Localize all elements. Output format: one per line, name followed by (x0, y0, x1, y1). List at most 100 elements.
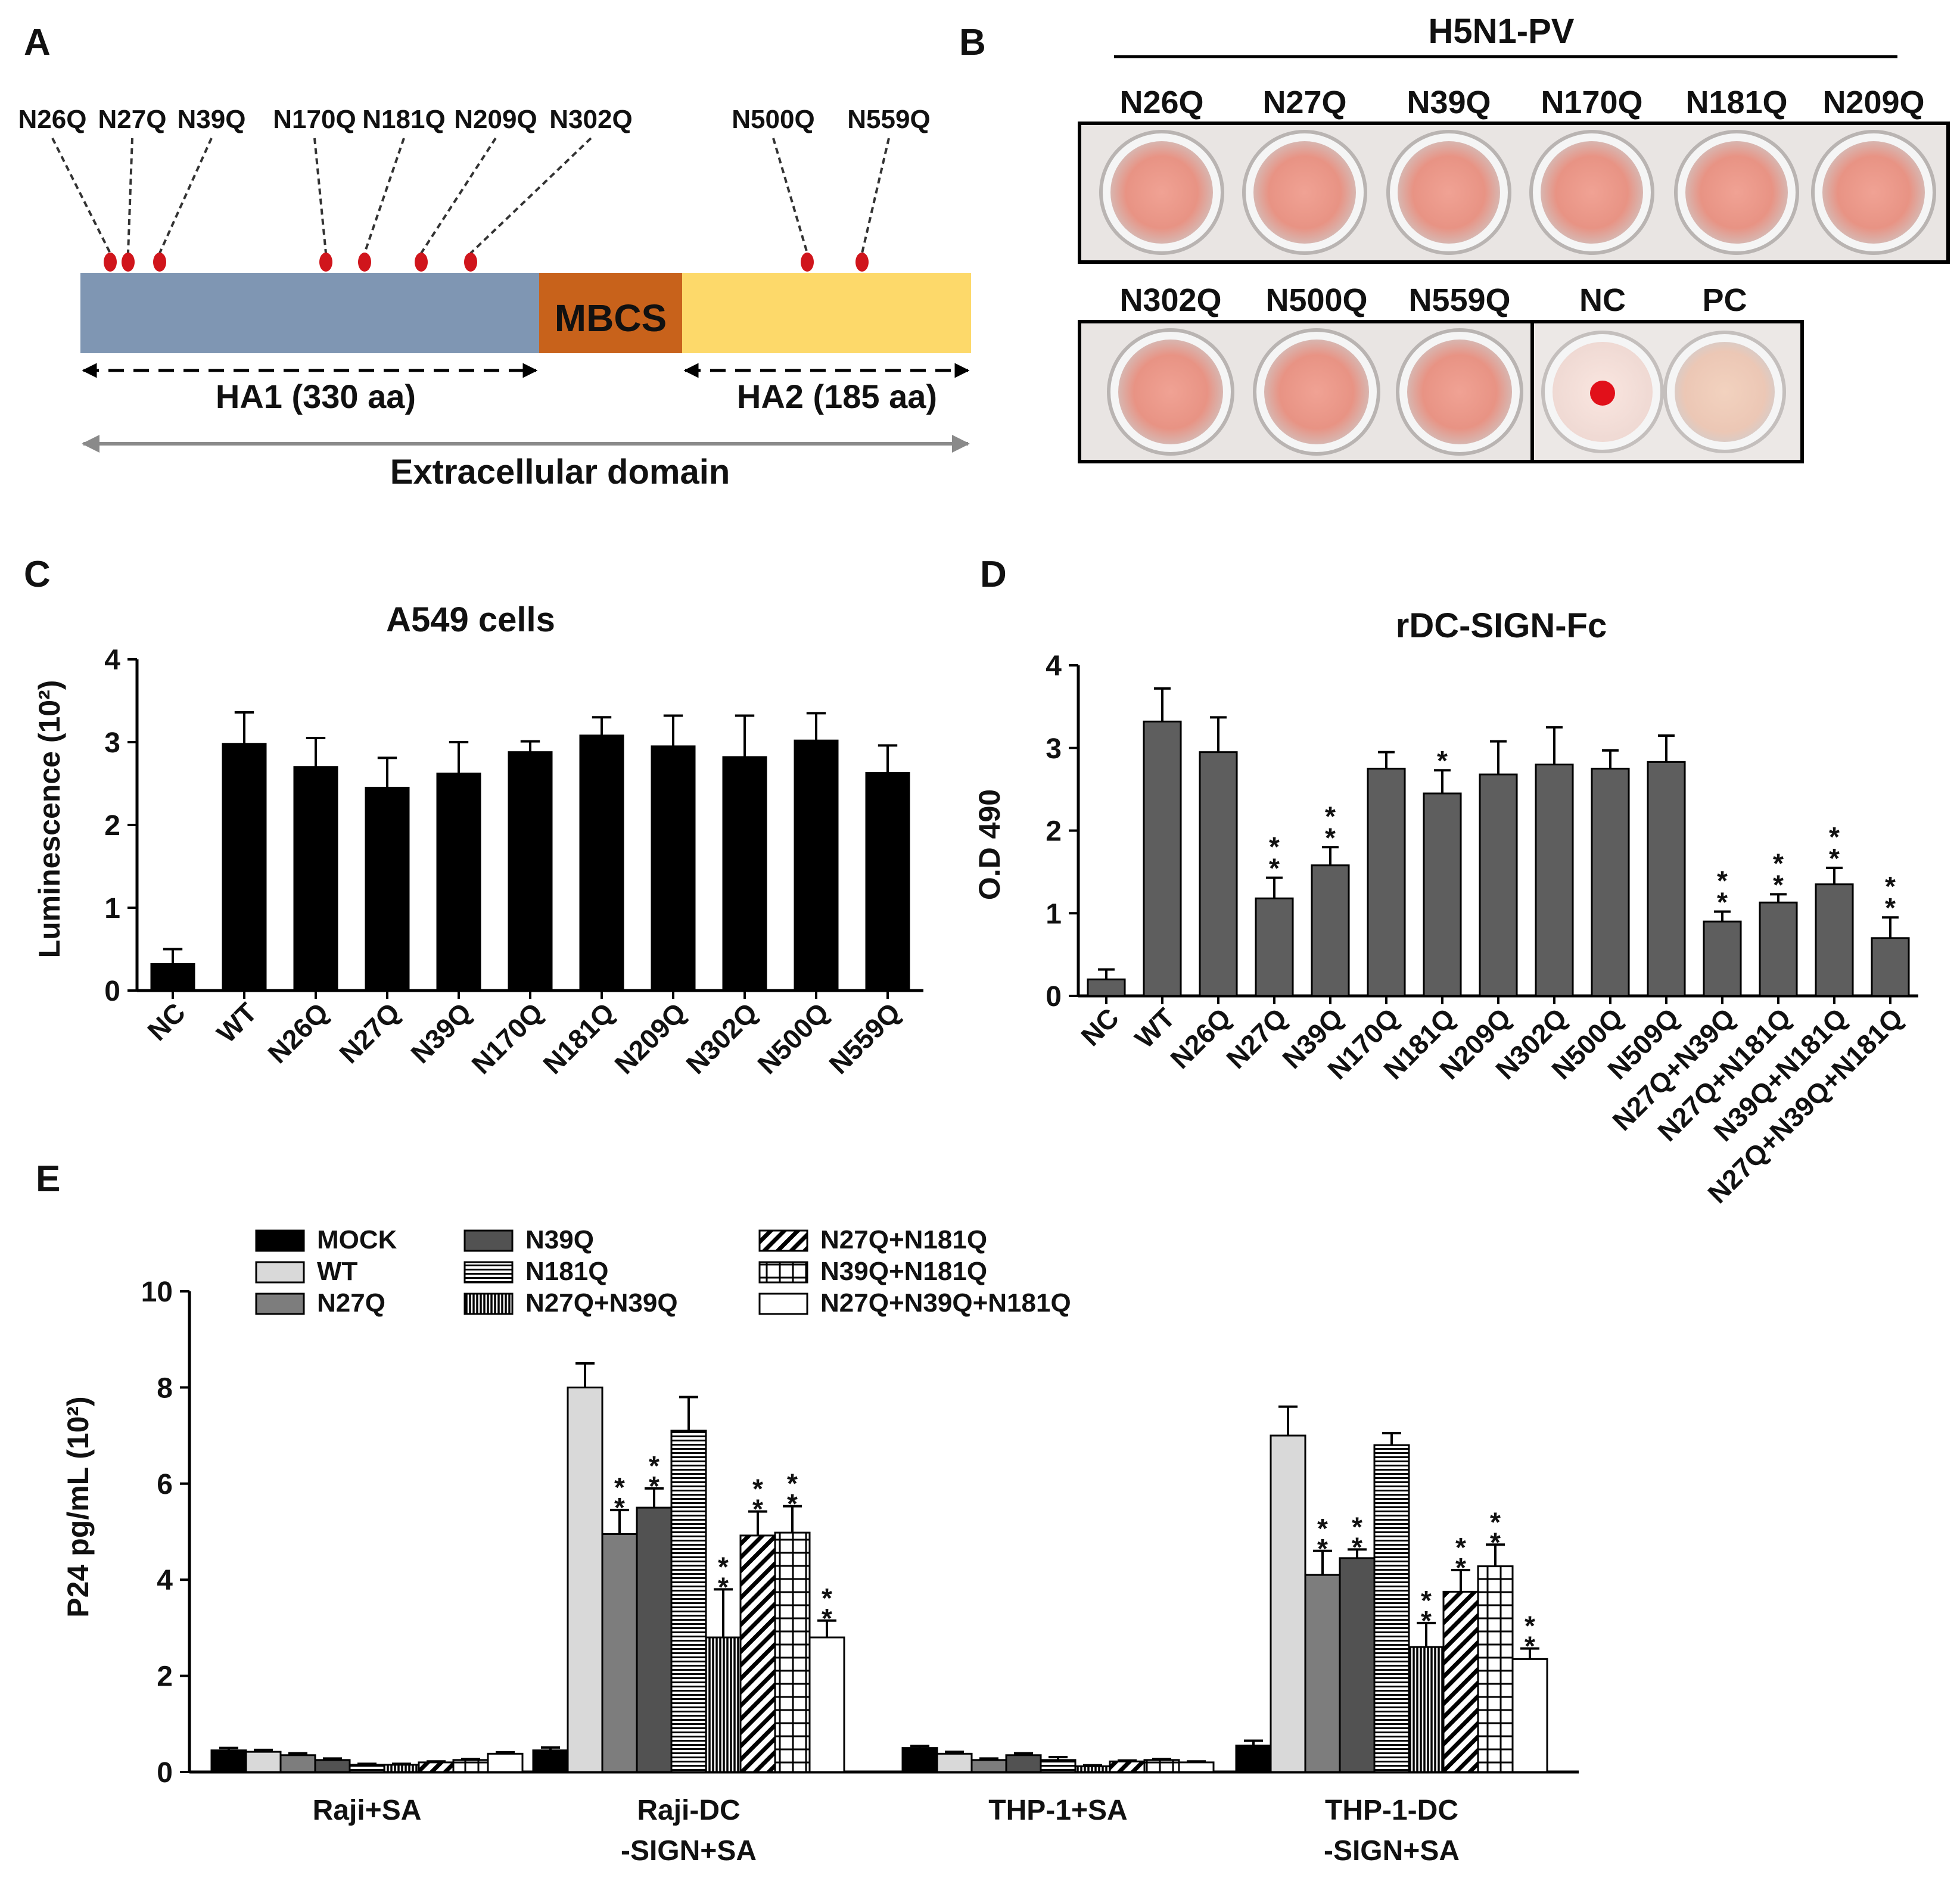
legend-swatch-n27q-n181q (758, 1229, 808, 1252)
chart-e-significance-raji-dc-sign-sa-n27q-n39q-1: * (718, 1571, 729, 1602)
chart-e-bar-raji-dc-sign-sa-n181q (670, 1430, 707, 1773)
site-dot-n26q (104, 253, 117, 272)
chart-e-significance-thp-1-dc-sign-sa-n27q-n39q-0: * (1421, 1585, 1432, 1616)
chart-d-significance-n27q-n39q-1: * (1717, 886, 1728, 917)
legend-swatch-mock (255, 1229, 305, 1252)
chart-d-bar-n26q (1199, 751, 1238, 997)
extracellular-domain-label: Extracellular domain (390, 453, 730, 491)
legend-swatch-n27q (255, 1293, 305, 1315)
legend-swatch-n27q-n39q-n181q (758, 1293, 808, 1315)
site-connector-n27q (127, 138, 133, 254)
chart-d-title: rDC-SIGN-Fc (1396, 606, 1607, 645)
site-dot-n302q (464, 253, 477, 272)
well-label-n302q: N302Q (1119, 282, 1221, 318)
chart-e-bar-raji-sa-wt (245, 1751, 282, 1773)
legend-swatch-n181q (463, 1261, 514, 1284)
site-label-n302q: N302Q (549, 105, 632, 134)
chart-e-bar-thp-1-sa-n27q (970, 1759, 1007, 1773)
site-connector-n39q (158, 138, 213, 254)
plate-row2-wells (1107, 328, 1786, 456)
legend-label-n27q: N27Q (317, 1288, 385, 1318)
site-dot-n170q (319, 253, 332, 272)
chart-e-significance-thp-1-dc-sign-sa-n27q-n181q-1: * (1455, 1552, 1466, 1583)
chart-d-significance-n27q-0: * (1269, 831, 1280, 862)
chart-d-significance-n27q-n39q-n181q-0: * (1885, 871, 1896, 902)
chart-d-ytick-label-1: 1 (1046, 898, 1062, 930)
well-label-n27q: N27Q (1262, 85, 1346, 120)
chart-d-significance-n39q-1: * (1325, 822, 1336, 853)
chart-e-xtick-label-thp-1-dc-sign-sa: THP-1-DC -SIGN+SA (1324, 1795, 1460, 1867)
chart-e-bar-thp-1-sa-wt (936, 1752, 973, 1773)
site-connector-n209q (420, 137, 497, 254)
chart-e-bar-thp-1-dc-sign-sa-n27q-n181q (1442, 1590, 1479, 1773)
well-n170q (1541, 141, 1643, 244)
chart-c-bar-n27q (365, 786, 410, 992)
h5n1-pv-title: H5N1-PV (1429, 12, 1575, 51)
chart-e-xtick-label-line: THP-1-DC (1325, 1795, 1458, 1826)
chart-e-ytick-label-0: 0 (157, 1757, 173, 1789)
chart-e-bar-raji-dc-sign-sa-n27q-n39q-n181q (808, 1636, 845, 1773)
chart-c-xtick-label-n27q: N27Q (333, 996, 406, 1069)
legend-label-n39q-n181q: N39Q+N181Q (820, 1257, 987, 1286)
chart-c-xtick-label-n181q: N181Q (537, 996, 620, 1080)
chart-e-bar-thp-1-dc-sign-sa-wt (1270, 1434, 1306, 1773)
chart-d-bar-n170q (1367, 767, 1406, 997)
legend-label-mock: MOCK (317, 1225, 397, 1254)
chart-d-significance-n27q-n181q-0: * (1773, 848, 1784, 879)
chart-d-ytick-label-0: 0 (1046, 981, 1062, 1013)
chart-c-bar-n559q (865, 771, 910, 992)
chart-e-bar-thp-1-sa-n181q (1040, 1759, 1077, 1773)
chart-e-bar-raji-sa-n27q (279, 1754, 316, 1773)
panel-c: C A549 cells Luminescence (10²) 0 1 2 3 4 NC W… (24, 554, 923, 1080)
chart-e-significance-thp-1-dc-sign-sa-n39q-0: * (1352, 1511, 1362, 1542)
chart-e-bar-thp-1-sa-n27q-n181q (1109, 1760, 1146, 1773)
chart-e-significance-thp-1-dc-sign-sa-n27q-n39q-n181q-1: * (1525, 1631, 1535, 1662)
chart-e-bar-thp-1-sa-n27q-n39q-n181q (1178, 1761, 1215, 1773)
ha2-label: HA2 (185 aa) (737, 378, 937, 415)
well-nc-pellet (1590, 381, 1615, 406)
chart-e-significance-raji-dc-sign-sa-n27q-n39q-n181q-0: * (822, 1583, 832, 1614)
chart-c-ytick-label-0: 0 (104, 976, 120, 1007)
chart-c-bar-nc (150, 963, 195, 992)
well-label-pc: PC (1702, 282, 1747, 318)
chart-d-bar-wt (1143, 720, 1182, 997)
plate-row2-labels: N302Q N500Q N559Q NC PC (1119, 282, 1747, 318)
chart-e-bar-thp-1-dc-sign-sa-n39q-n181q (1477, 1565, 1514, 1773)
chart-e-bar-thp-1-dc-sign-sa-mock (1235, 1745, 1272, 1773)
chart-e-xtick-label-line: -SIGN+SA (621, 1835, 757, 1867)
chart-e-bar-raji-dc-sign-sa-n27q-n181q (739, 1534, 776, 1773)
chart-c-bar-n209q (651, 745, 696, 992)
legend-label-n181q: N181Q (525, 1257, 608, 1286)
mbcs-label: MBCS (555, 297, 667, 340)
chart-c-bar-n500q (794, 739, 839, 992)
legend-swatch-n39q (463, 1229, 514, 1252)
well-n209q (1822, 141, 1925, 244)
well-label-n170q: N170Q (1541, 85, 1642, 120)
well-label-n559q: N559Q (1408, 282, 1510, 318)
chart-d-xtick-label-nc: NC (1075, 1002, 1125, 1052)
well-label-n181q: N181Q (1685, 85, 1787, 120)
plate-row1 (1078, 122, 1950, 264)
chart-d-bar-nc (1087, 978, 1126, 997)
chart-c-xtick-label-n500q: N500Q (751, 996, 835, 1080)
chart-d-significance-n27q-n181q-1: * (1773, 869, 1784, 900)
chart-c-ylabel: Luminescence (10²) (33, 680, 66, 958)
chart-e-bar-raji-dc-sign-sa-n39q (636, 1506, 673, 1773)
well-label-n209q: N209Q (1822, 85, 1924, 120)
chart-e-xtick-label-line: Raji-DC (637, 1795, 740, 1826)
chart-d-bar-n181q (1423, 792, 1462, 997)
chart-e-ytick-label-2: 2 (157, 1661, 173, 1693)
site-connector-n170q (313, 138, 327, 254)
chart-e-bar-thp-1-dc-sign-sa-n27q (1304, 1574, 1341, 1773)
chart-e-xtick-label-raji-dc-sign-sa: Raji-DC -SIGN+SA (621, 1795, 757, 1867)
chart-e-ytick-label-6: 6 (157, 1469, 173, 1500)
well-n302q (1118, 340, 1223, 444)
chart-d-significance-n27q-n39q-n181q-1: * (1885, 892, 1896, 923)
chart-d-significance-n27q-n39q-0: * (1717, 865, 1728, 896)
panel-d-label: D (980, 554, 1007, 595)
